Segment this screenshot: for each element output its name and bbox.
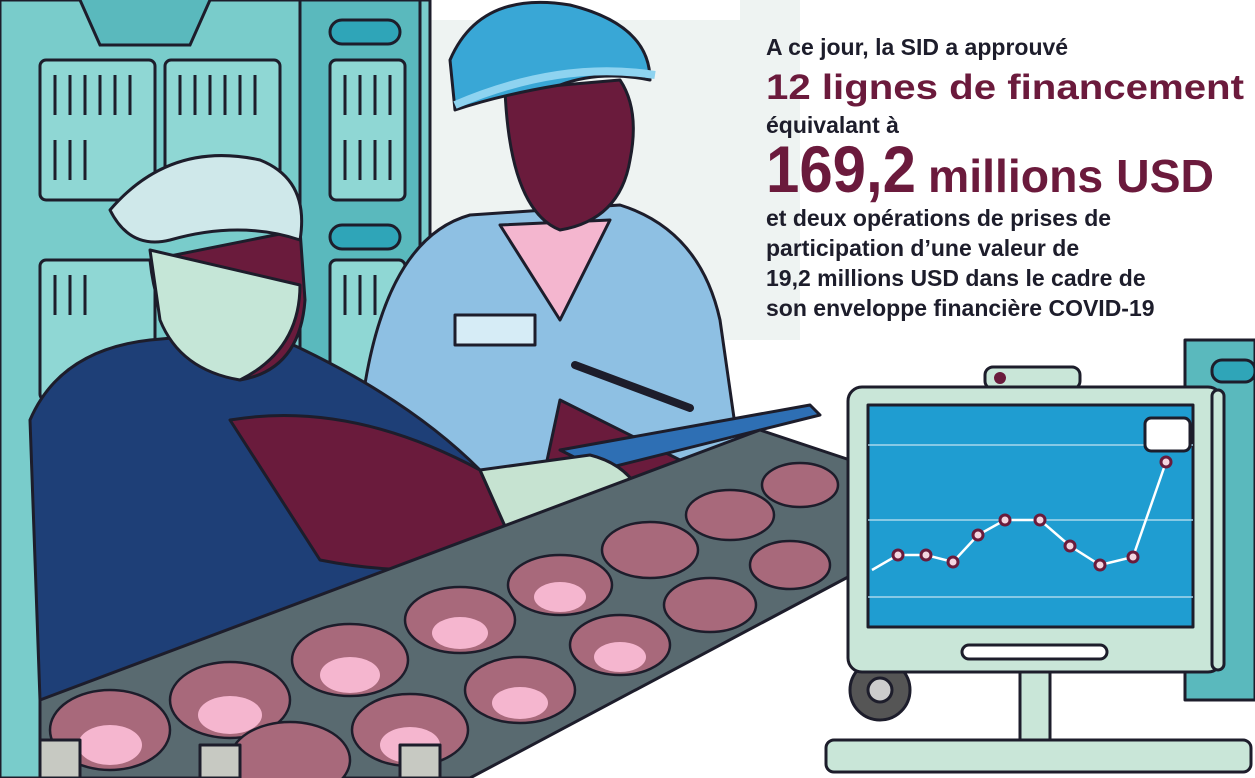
monitor bbox=[824, 365, 1253, 774]
intro: A ce jour, la SID a approuvé bbox=[766, 34, 1068, 60]
amount: 169,2 bbox=[766, 132, 916, 206]
detail: 19,2 millions USD dans le cadre de bbox=[766, 265, 1146, 291]
highlight: 12 lignes de financement bbox=[766, 68, 1244, 107]
conveyor bbox=[38, 428, 912, 778]
detail: et deux opérations de prises de bbox=[766, 205, 1111, 231]
detail: son enveloppe financière COVID-19 bbox=[766, 295, 1155, 321]
line2: équivalant à bbox=[766, 112, 899, 138]
headline: A ce jour, la SID a approuvé 12 lignes d… bbox=[766, 34, 1244, 321]
worker-standing bbox=[358, 0, 822, 602]
amount-unit: millions USD bbox=[928, 150, 1214, 202]
detail: participation d’une valeur de bbox=[766, 235, 1079, 261]
